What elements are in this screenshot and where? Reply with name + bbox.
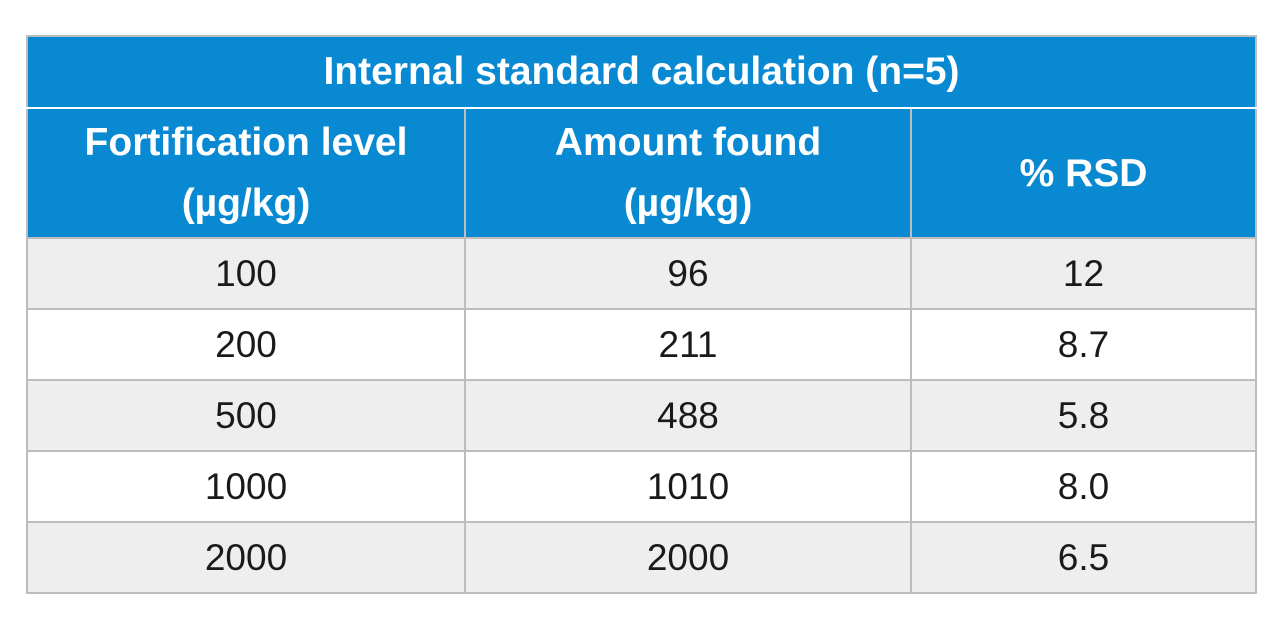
table-container: Internal standard calculation (n=5) Fort… [26, 35, 1257, 594]
column-header-label: Fortification level [84, 121, 408, 164]
cell-rsd: 12 [910, 237, 1257, 310]
cell-amount-found: 211 [464, 308, 912, 381]
column-header-amount-found: Amount found (µg/kg) [464, 107, 912, 239]
cell-rsd: 6.5 [910, 521, 1257, 594]
table-title: Internal standard calculation (n=5) [26, 35, 1257, 109]
table-header: Internal standard calculation (n=5) Fort… [26, 35, 1257, 239]
column-header-unit: (µg/kg) [181, 182, 311, 225]
table-row: 200 211 8.7 [26, 308, 1257, 381]
column-header-rsd: % RSD [910, 107, 1257, 239]
cell-fortification-level: 2000 [26, 521, 466, 594]
cell-fortification-level: 100 [26, 237, 466, 310]
cell-fortification-level: 500 [26, 379, 466, 452]
cell-rsd: 8.7 [910, 308, 1257, 381]
table-row: 100 96 12 [26, 237, 1257, 310]
cell-amount-found: 488 [464, 379, 912, 452]
table-row: 2000 2000 6.5 [26, 521, 1257, 594]
results-table: Internal standard calculation (n=5) Fort… [26, 35, 1257, 594]
cell-fortification-level: 200 [26, 308, 466, 381]
column-header-unit: (µg/kg) [623, 182, 753, 225]
column-header-fortification-level: Fortification level (µg/kg) [26, 107, 466, 239]
column-header-label: % RSD [1019, 151, 1148, 195]
table-row: 1000 1010 8.0 [26, 450, 1257, 523]
column-header-label: Amount found [554, 121, 822, 164]
cell-rsd: 5.8 [910, 379, 1257, 452]
column-header-row: Fortification level (µg/kg) Amount found… [26, 107, 1257, 239]
cell-fortification-level: 1000 [26, 450, 466, 523]
table-row: 500 488 5.8 [26, 379, 1257, 452]
table-title-row: Internal standard calculation (n=5) [26, 35, 1257, 109]
cell-amount-found: 1010 [464, 450, 912, 523]
table-body: 100 96 12 200 211 8.7 500 488 5.8 1000 1… [26, 237, 1257, 594]
cell-amount-found: 2000 [464, 521, 912, 594]
cell-amount-found: 96 [464, 237, 912, 310]
cell-rsd: 8.0 [910, 450, 1257, 523]
